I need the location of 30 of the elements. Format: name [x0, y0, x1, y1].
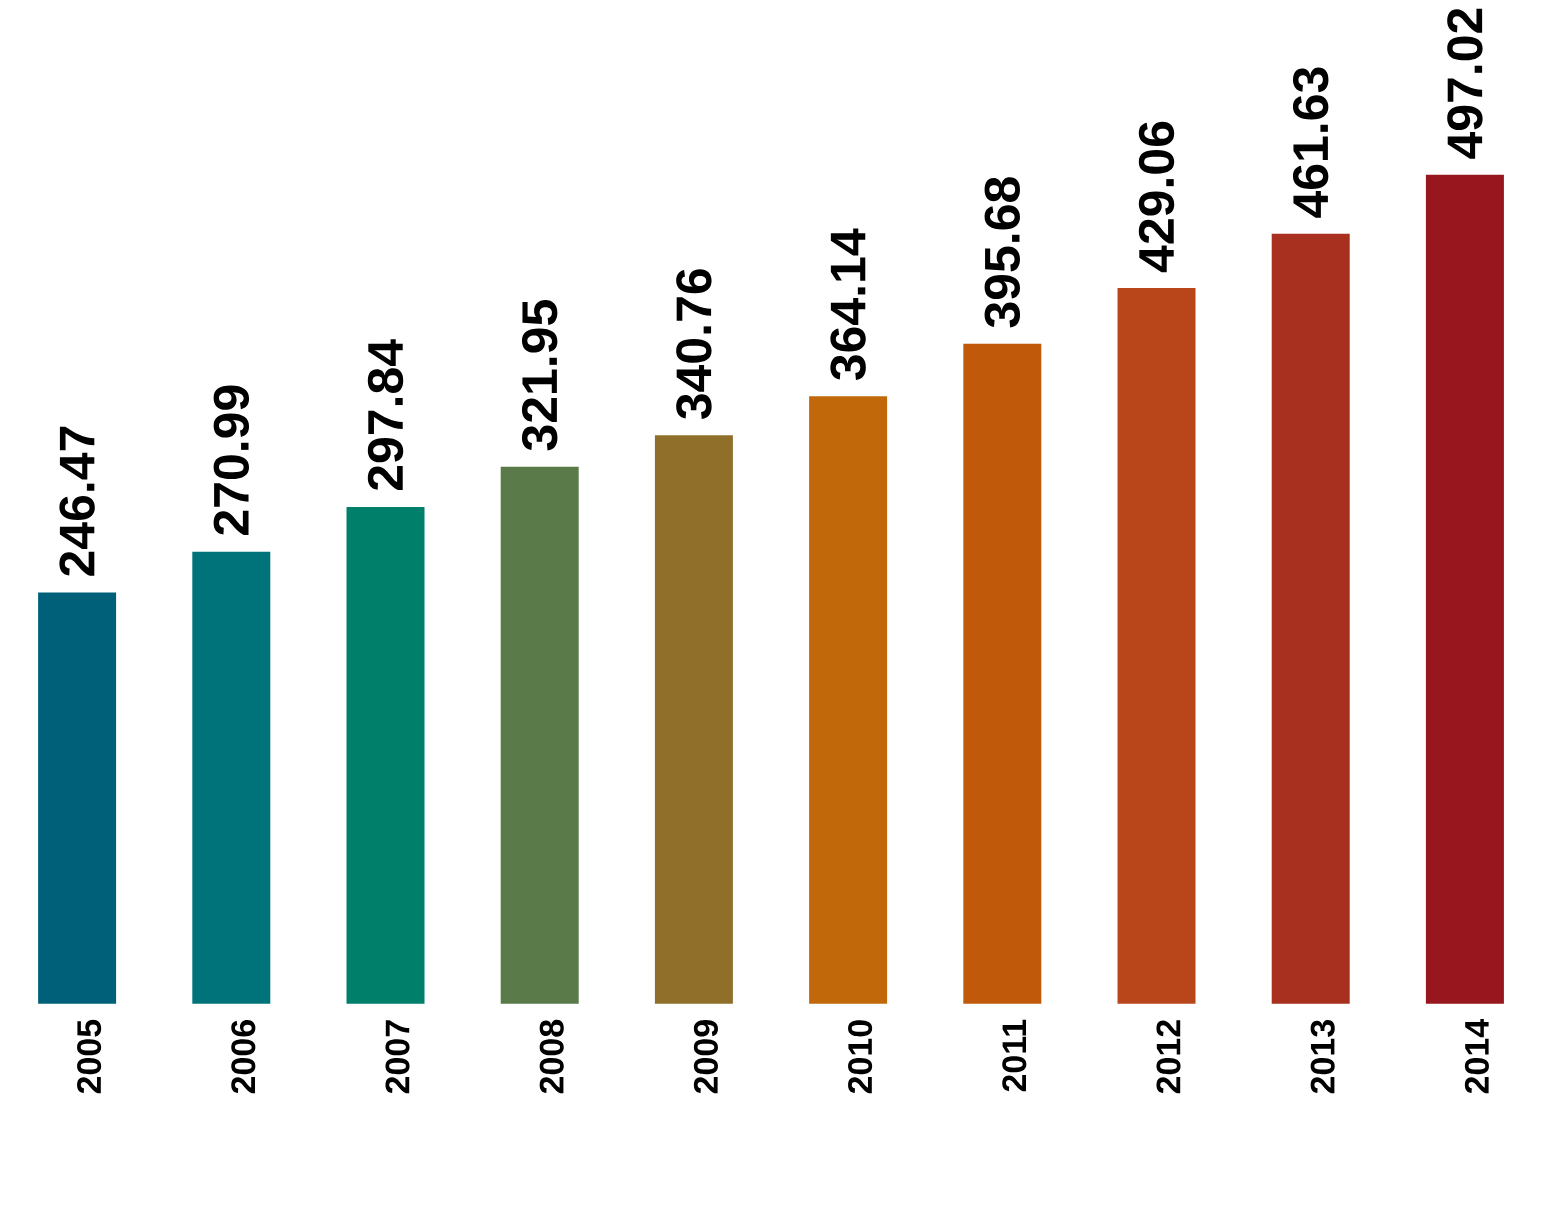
data-label: 497.02 [1447, 8, 1483, 159]
data-label: 246.47 [59, 426, 95, 576]
x-tick-label: 2008 [539, 1019, 564, 1094]
data-label: 270.99 [213, 385, 250, 536]
bar [1271, 233, 1350, 1004]
bar [500, 466, 579, 1004]
bar [809, 396, 888, 1004]
data-label: 461.63 [1292, 67, 1329, 218]
x-tick-label: 2010 [848, 1020, 873, 1094]
bar [1117, 288, 1196, 1004]
x-tick-label: 2006 [231, 1020, 256, 1094]
bar [346, 507, 425, 1004]
bar [1425, 174, 1504, 1004]
x-tick-label: 2009 [693, 1020, 718, 1094]
x-tick-label: 2012 [1156, 1020, 1181, 1094]
x-tick-label: 2007 [385, 1020, 410, 1094]
data-label: 321.95 [521, 300, 558, 451]
x-tick-label: 2013 [1310, 1020, 1335, 1094]
bar [654, 435, 733, 1004]
data-label: 340.76 [676, 269, 712, 420]
bar [38, 592, 117, 1004]
x-tick-label: 2005 [77, 1019, 102, 1094]
data-label: 364.14 [830, 228, 866, 381]
bar [192, 551, 271, 1004]
data-label: 297.84 [367, 339, 404, 491]
x-tick-label: 2014 [1464, 1019, 1489, 1094]
data-label: 395.68 [984, 177, 1021, 328]
bar [963, 343, 1042, 1004]
x-tick-label: 2011 [1002, 1019, 1027, 1092]
data-label: 429.06 [1138, 121, 1175, 273]
